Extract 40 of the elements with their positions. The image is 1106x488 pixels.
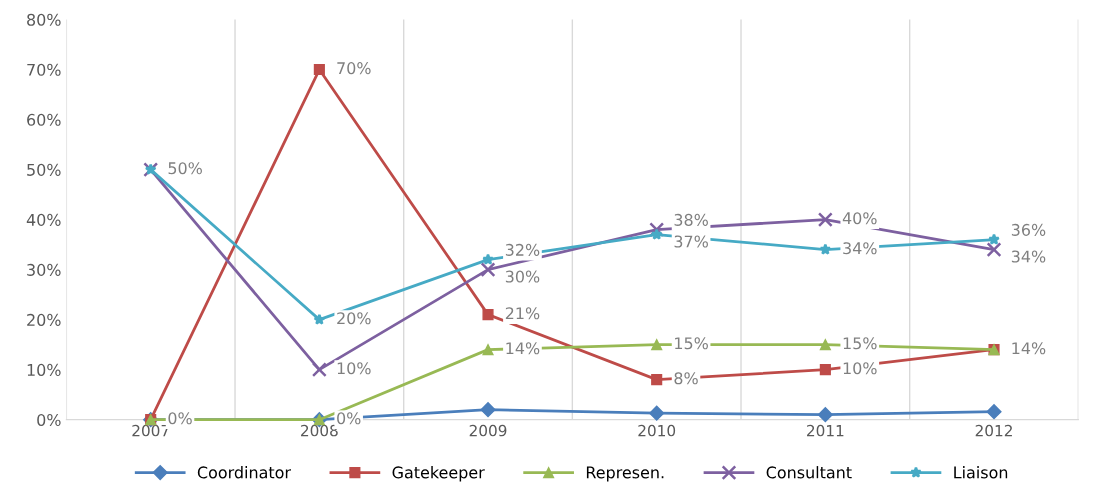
data-label: 0%	[168, 412, 192, 425]
legend-label: Liaison	[954, 466, 1008, 479]
y-tick-label: 0%	[37, 413, 61, 426]
data-label: 36%	[1011, 223, 1046, 236]
data-label: 15%	[675, 337, 708, 350]
x-tick-label: 2008	[301, 424, 338, 437]
x-tick-label: 2011	[807, 424, 844, 437]
data-label: 10%	[843, 362, 877, 375]
y-tick-label: 40%	[26, 213, 61, 226]
data-label: 20%	[337, 312, 371, 325]
x-tick-label: 2010	[638, 424, 676, 437]
legend-label: Gatekeeper	[392, 466, 485, 482]
y-tick-label: 50%	[27, 163, 61, 176]
y-tick-label: 30%	[27, 263, 61, 276]
y-tick-label: 70%	[27, 63, 61, 76]
x-tick-label: 2012	[975, 424, 1012, 437]
y-tick-label: 10%	[27, 363, 61, 376]
data-label: 50%	[168, 162, 202, 175]
data-label: 30%	[505, 270, 540, 283]
data-label: 14%	[1012, 342, 1046, 355]
y-tick-label: 80%	[27, 13, 61, 26]
y-tick-label: 60%	[27, 113, 61, 126]
legend-label: Coordinator	[197, 466, 291, 479]
data-label: 15%	[843, 337, 877, 350]
data-label: 38%	[674, 213, 708, 226]
data-label: 10%	[337, 362, 371, 375]
data-label: 14%	[506, 342, 540, 355]
data-label: 0%	[337, 412, 361, 425]
data-label: 37%	[674, 235, 708, 248]
data-label: 8%	[674, 372, 698, 385]
data-label: 34%	[843, 242, 877, 255]
data-label: 70%	[337, 62, 371, 75]
data-label: 32%	[505, 243, 540, 256]
legend-label: Consultant	[766, 466, 852, 479]
y-tick-label: 20%	[27, 313, 61, 326]
data-label: 21%	[505, 307, 540, 320]
data-label: 40%	[842, 212, 877, 225]
data-label: 34%	[1011, 250, 1046, 263]
x-tick-label: 2009	[469, 424, 507, 437]
legend-label: Represen.	[586, 466, 664, 482]
